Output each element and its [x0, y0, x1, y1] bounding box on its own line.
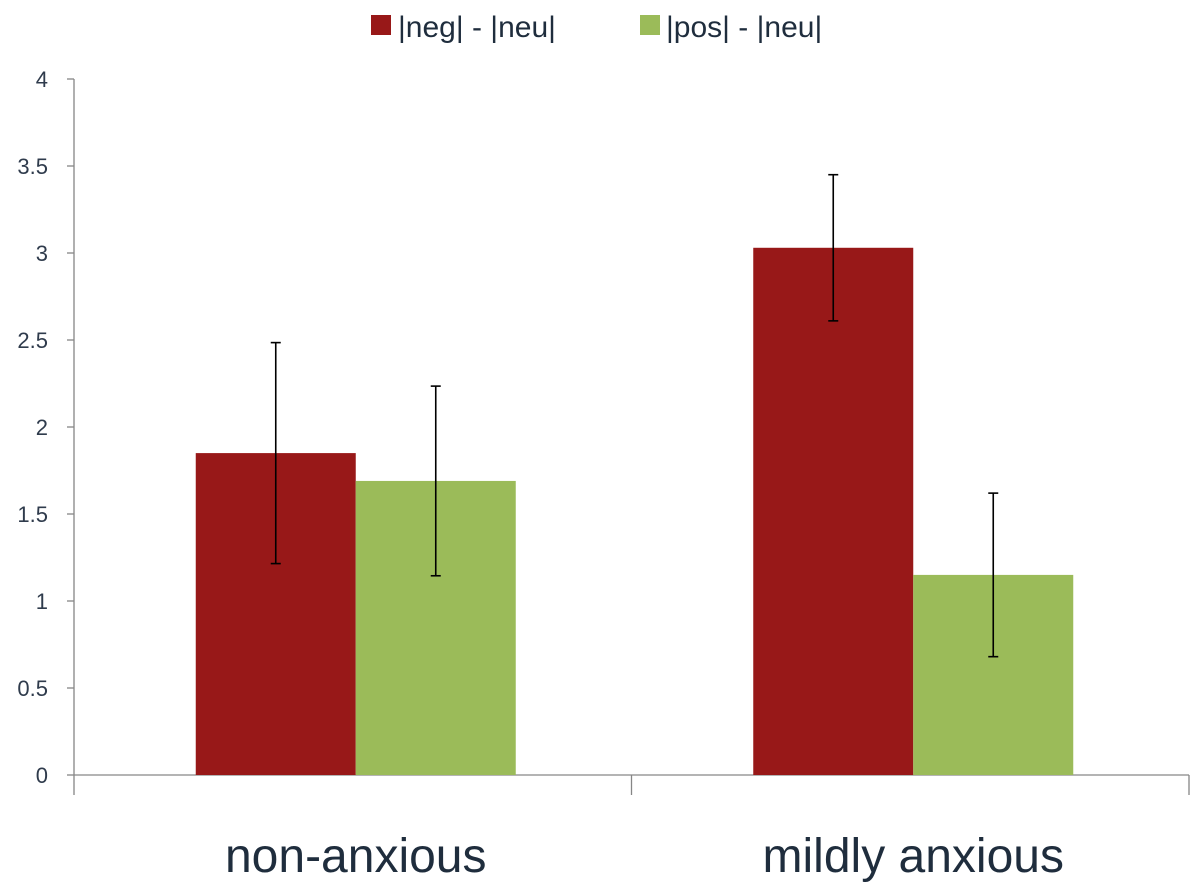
legend-swatch: [371, 15, 391, 35]
y-tick-label: 0.5: [17, 676, 48, 701]
bar: [753, 247, 914, 775]
bars: [195, 247, 1074, 775]
legend: |neg| - |neu| |pos| - |neu|: [371, 11, 822, 44]
error-bars: [270, 173, 999, 658]
y-tick-label: 2: [36, 415, 48, 440]
y-tick-label: 3.5: [17, 154, 48, 179]
y-tick-label: 2.5: [17, 328, 48, 353]
y-tick-label: 0: [36, 763, 48, 788]
legend-swatch: [640, 15, 660, 35]
y-tick-label: 4: [36, 67, 48, 92]
legend-label: |pos| - |neu|: [666, 11, 822, 44]
y-tick-label: 3: [36, 241, 48, 266]
y-tick-label: 1.5: [17, 502, 48, 527]
y-tick-label: 1: [36, 589, 48, 614]
category-labels: non-anxious mildly anxious: [225, 830, 1064, 882]
category-label: non-anxious: [225, 830, 487, 882]
legend-label: |neg| - |neu|: [398, 11, 556, 44]
category-label: mildly anxious: [763, 830, 1064, 882]
